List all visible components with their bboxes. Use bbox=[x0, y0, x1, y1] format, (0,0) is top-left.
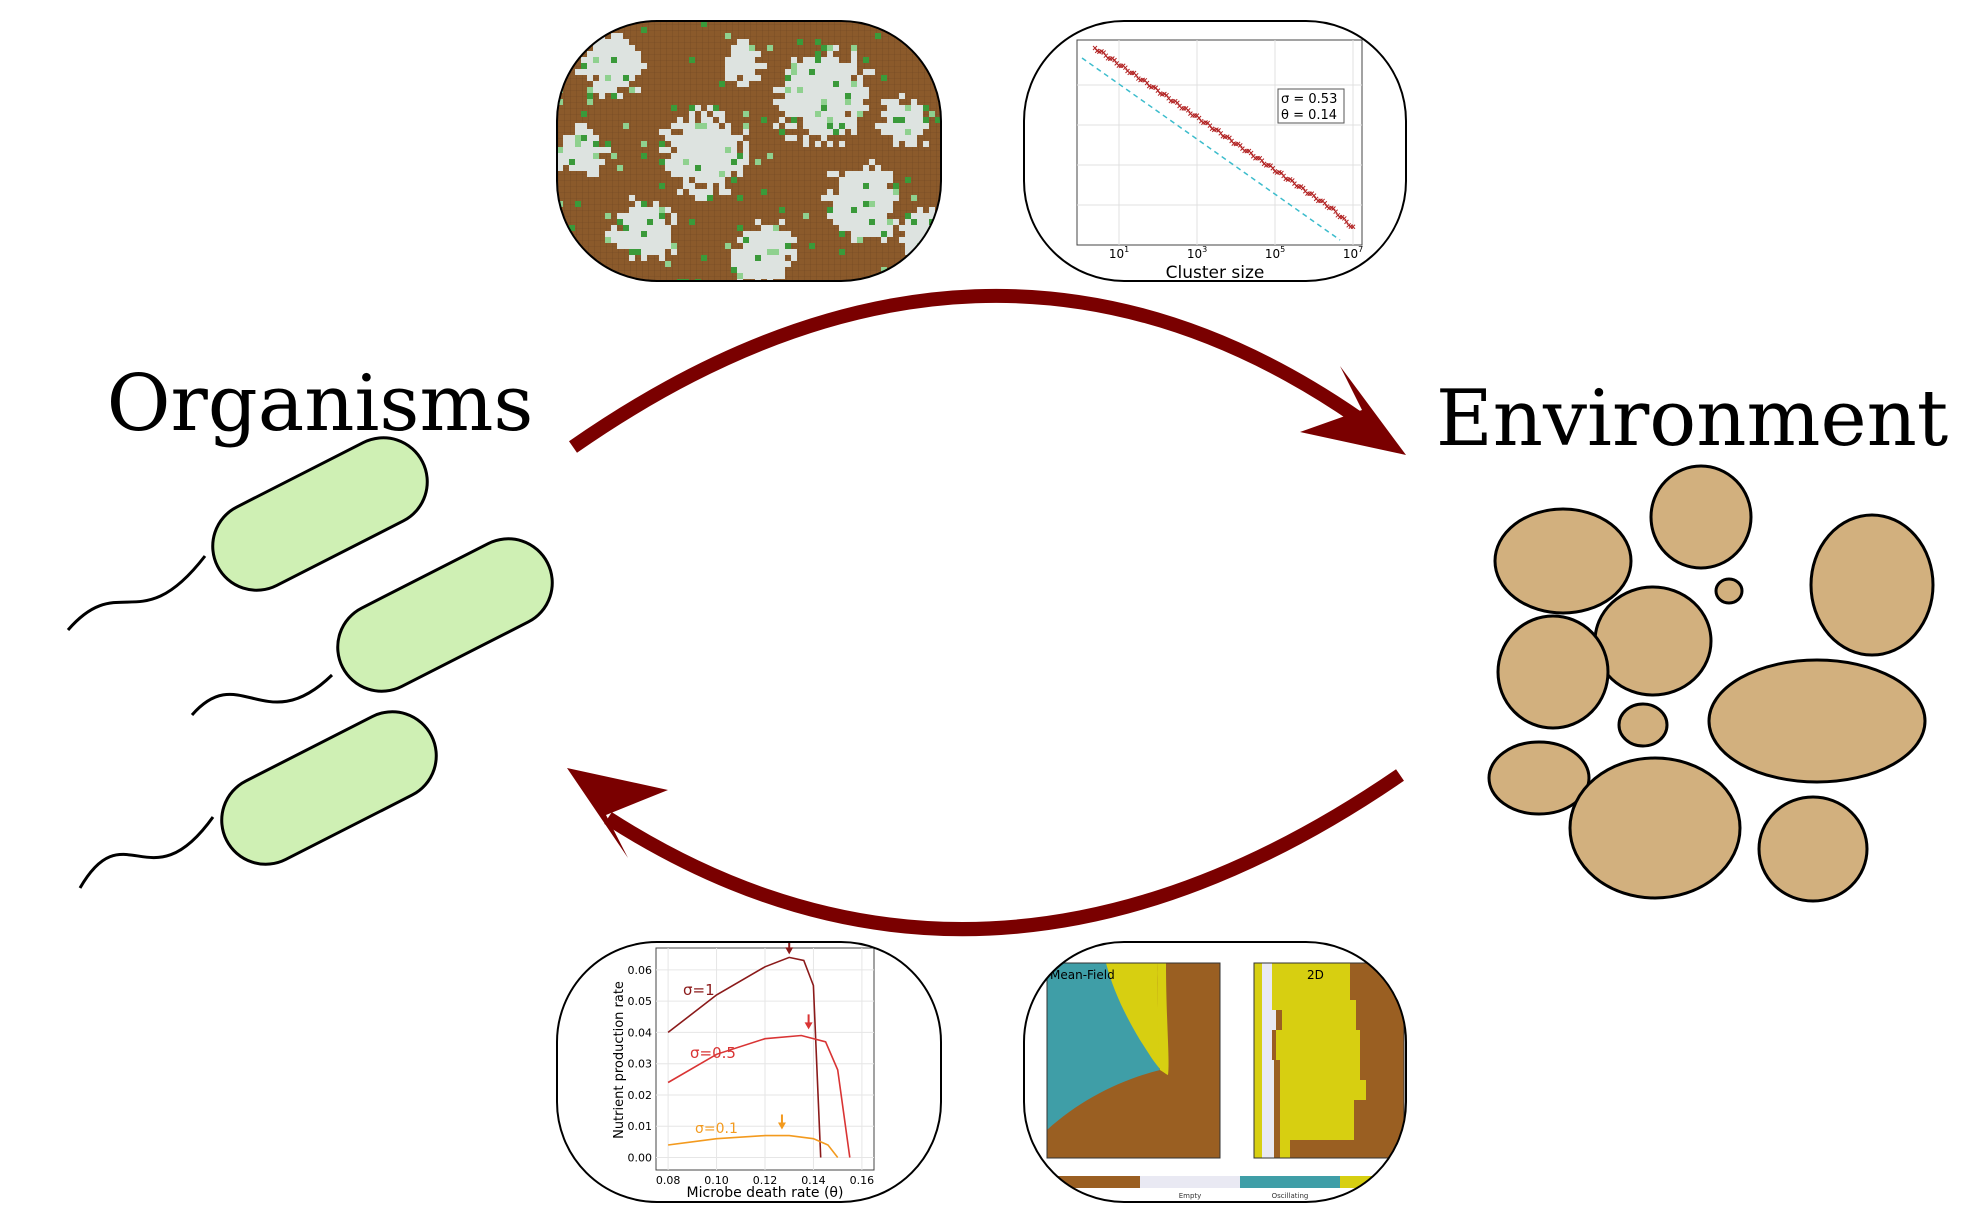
nutrient-production-panel: 0.06 0.05 0.04 0.03 0.02 0.01 0.00 0.08 0.10 0.1… bbox=[556, 941, 942, 1203]
mean-field-map: Mean-Field bbox=[1046, 962, 1221, 1159]
x-tick-3: 105 bbox=[1265, 245, 1285, 261]
series-label-sigma-0-1: σ=0.1 bbox=[695, 1121, 738, 1137]
environment-to-organisms-arrow bbox=[567, 768, 1404, 937]
nutrient-x-axis-label: Microbe death rate (θ) bbox=[687, 1185, 844, 1201]
cluster-point bbox=[1144, 80, 1150, 86]
cluster-point bbox=[1092, 45, 1098, 51]
cluster-point bbox=[1153, 85, 1159, 91]
x-tick-2: 103 bbox=[1187, 245, 1207, 261]
cluster-point bbox=[1281, 173, 1286, 179]
cluster-point bbox=[1185, 107, 1191, 113]
cluster-point bbox=[1259, 158, 1265, 163]
theta-annotation: θ = 0.14 bbox=[1281, 108, 1337, 123]
cluster-point bbox=[1339, 214, 1345, 220]
organisms-to-environment-arrow bbox=[569, 288, 1406, 455]
soil-particles-illustration bbox=[1487, 464, 1935, 903]
cluster-point bbox=[1331, 206, 1336, 211]
cluster-point bbox=[1112, 57, 1117, 63]
y-tick: 0.05 bbox=[628, 995, 653, 1008]
cluster-point bbox=[1122, 65, 1128, 71]
legend-empty: Empty bbox=[1179, 1192, 1202, 1200]
two-d-map: 2D bbox=[1253, 962, 1405, 1159]
legend-oscillating: Oscillating bbox=[1272, 1192, 1309, 1200]
cluster-point bbox=[1227, 135, 1232, 141]
organisms-label: Organisms bbox=[107, 359, 534, 449]
y-tick: 0.02 bbox=[628, 1089, 653, 1102]
lattice-cells bbox=[557, 21, 941, 281]
x-tick-1: 101 bbox=[1109, 245, 1129, 261]
bacterium-2 bbox=[190, 537, 554, 716]
cluster-point bbox=[1311, 193, 1317, 198]
peak-arrow-head bbox=[804, 1022, 813, 1030]
two-d-title: 2D bbox=[1307, 968, 1324, 982]
cluster-point bbox=[1322, 200, 1328, 206]
cluster-point bbox=[1175, 100, 1180, 106]
cluster-point bbox=[1289, 178, 1295, 183]
cluster-point bbox=[1300, 185, 1306, 191]
y-tick: 0.06 bbox=[628, 964, 653, 977]
nutrient-curves bbox=[667, 942, 851, 1158]
cluster-point bbox=[1248, 150, 1254, 156]
cluster-point bbox=[1344, 219, 1349, 225]
x-tick: 0.16 bbox=[850, 1174, 875, 1187]
cluster-point bbox=[1237, 143, 1243, 148]
x-tick: 0.10 bbox=[704, 1174, 729, 1187]
cluster-point bbox=[1350, 224, 1356, 230]
cluster-size-panel: σ = 0.53 θ = 0.14 101 103 105 107 Cluste… bbox=[1023, 20, 1407, 283]
x-tick: 0.12 bbox=[753, 1174, 778, 1187]
nutrient-y-axis-label: Nutrient production rate bbox=[612, 981, 627, 1139]
x-tick: 0.08 bbox=[656, 1174, 681, 1187]
x-tick: 0.14 bbox=[801, 1174, 826, 1187]
y-tick: 0.04 bbox=[628, 1026, 653, 1039]
nutrient-series-line bbox=[667, 956, 822, 1158]
cluster-point bbox=[1333, 209, 1339, 215]
cluster-point bbox=[1218, 130, 1224, 136]
cluster-point bbox=[1216, 128, 1221, 133]
lattice-snapshot-panel bbox=[556, 20, 942, 282]
bacteria-illustration bbox=[66, 436, 554, 889]
series-label-sigma-0-5: σ=0.5 bbox=[690, 1044, 736, 1062]
cluster-point bbox=[1155, 88, 1161, 94]
y-tick: 0.01 bbox=[628, 1120, 653, 1133]
x-tick-4: 107 bbox=[1343, 245, 1363, 261]
peak-arrow-head bbox=[777, 1122, 786, 1130]
cluster-point bbox=[1207, 123, 1213, 128]
cluster-x-axis-label: Cluster size bbox=[1166, 263, 1265, 283]
nutrient-series-line bbox=[667, 1034, 851, 1158]
bacterium-3 bbox=[78, 710, 438, 889]
cluster-point bbox=[1270, 165, 1276, 171]
bacterium-1 bbox=[66, 436, 429, 631]
sigma-annotation: σ = 0.53 bbox=[1281, 92, 1337, 107]
mean-field-title: Mean-Field bbox=[1050, 968, 1115, 982]
cluster-point bbox=[1101, 50, 1107, 55]
cluster-point bbox=[1341, 216, 1347, 221]
phase-diagram-panel: Mean-Field 2D Empty Oscillating bbox=[1023, 941, 1407, 1203]
cluster-point bbox=[1133, 72, 1139, 78]
y-tick: 0.00 bbox=[628, 1151, 653, 1164]
y-tick: 0.03 bbox=[628, 1058, 653, 1071]
cluster-point bbox=[1164, 92, 1169, 98]
cluster-data-points bbox=[1092, 45, 1356, 230]
cluster-point bbox=[1279, 170, 1284, 176]
cluster-point bbox=[1346, 222, 1352, 228]
environment-label: Environment bbox=[1436, 374, 1948, 464]
nutrient-series-line bbox=[667, 1134, 839, 1158]
series-label-sigma-1: σ=1 bbox=[683, 981, 715, 999]
cluster-point bbox=[1196, 115, 1202, 121]
peak-arrow-head bbox=[785, 947, 794, 955]
